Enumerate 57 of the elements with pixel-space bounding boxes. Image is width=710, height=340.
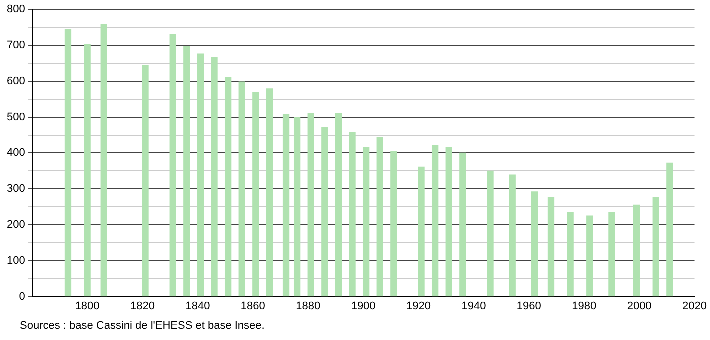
bar [376, 137, 384, 297]
bar [349, 132, 356, 297]
bar [432, 145, 439, 297]
bar [211, 57, 218, 297]
x-tick-label: 1940 [462, 300, 486, 312]
bar [633, 204, 640, 297]
x-tick-label: 1900 [351, 300, 376, 312]
bar [170, 34, 176, 297]
bar [308, 113, 314, 297]
bar [335, 113, 342, 297]
bar [509, 174, 516, 297]
bar [197, 54, 204, 297]
bar [84, 44, 91, 297]
x-tick-label: 1980 [572, 300, 597, 312]
bar [100, 24, 108, 297]
x-tick-label: 2000 [627, 300, 652, 312]
y-tick-label: 800 [6, 4, 26, 16]
source-note: Sources : base Cassini de l'EHESS et base Insee. [20, 320, 265, 332]
bar [224, 77, 232, 297]
bar [282, 114, 290, 297]
bar [418, 166, 425, 297]
bar [608, 212, 616, 297]
y-tick-label: 100 [6, 254, 26, 267]
x-tick-label: 1820 [130, 300, 155, 312]
bar [548, 197, 555, 297]
x-tick-label: 1880 [296, 300, 321, 312]
y-tick-label: 0 [19, 290, 26, 303]
bar [666, 162, 674, 297]
x-tick-label: 1800 [75, 300, 100, 312]
bar [64, 29, 72, 297]
bar [390, 151, 398, 297]
bar [652, 197, 660, 297]
bar [446, 147, 452, 297]
y-tick-label: 400 [6, 147, 26, 160]
bar [142, 65, 149, 297]
y-tick-label: 300 [6, 183, 26, 196]
bar [487, 170, 494, 297]
bar [322, 127, 328, 297]
x-tick-label: 2020 [682, 300, 708, 312]
bar [362, 147, 370, 297]
bar [531, 192, 538, 297]
bar [252, 92, 260, 297]
bar [294, 117, 301, 297]
y-tick-label: 700 [6, 40, 26, 52]
y-tick-label: 200 [6, 219, 26, 232]
y-tick-label: 600 [6, 75, 26, 88]
x-tick-label: 1920 [406, 300, 431, 312]
bar [567, 212, 574, 297]
bar [460, 152, 466, 297]
bar [238, 82, 246, 297]
bar [586, 216, 594, 297]
bar [184, 46, 190, 297]
x-tick-label: 1840 [186, 300, 210, 312]
x-tick-label: 1960 [516, 300, 542, 312]
y-tick-label: 500 [6, 111, 26, 124]
x-tick-label: 1860 [240, 300, 266, 312]
bar [266, 88, 274, 297]
